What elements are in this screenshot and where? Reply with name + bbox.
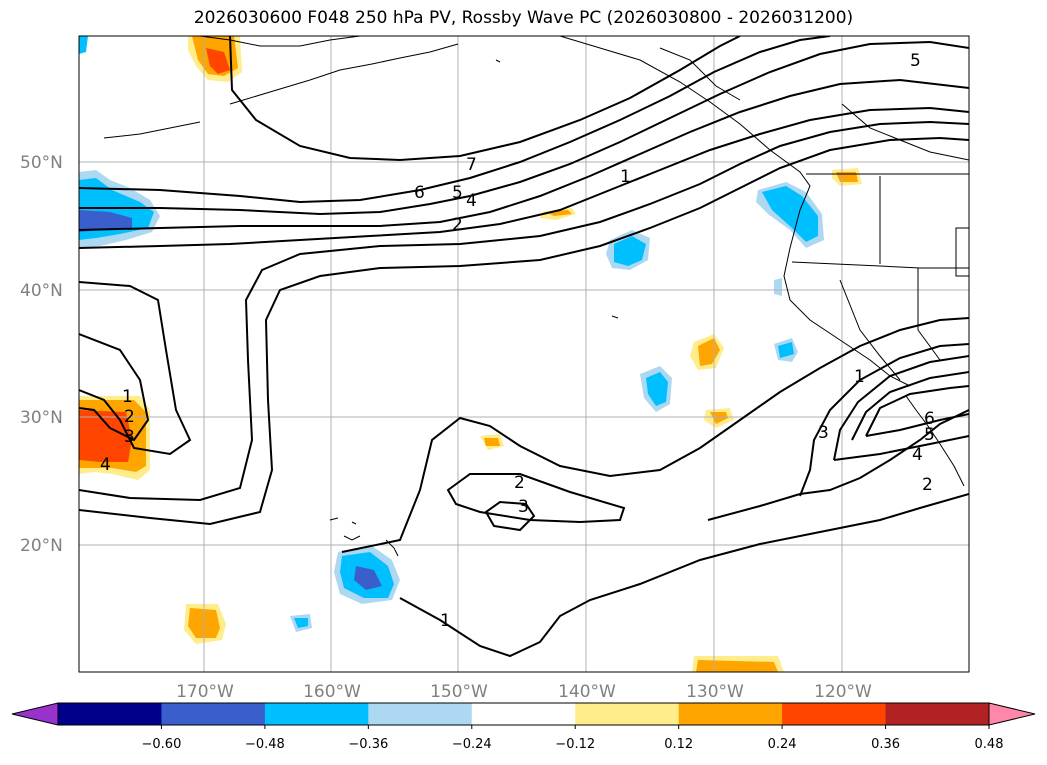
colorbar-tick-label: 0.48 [975, 737, 1004, 752]
lon-label: 150°W [430, 682, 488, 702]
lon-label: 170°W [176, 682, 234, 702]
contour-label: 1 [854, 367, 865, 387]
lat-label: 30°N [20, 408, 63, 428]
colorbar-cell [678, 703, 783, 725]
latitude-labels: 50°N 40°N 30°N 20°N [20, 153, 63, 556]
contour-label: 3 [518, 497, 529, 517]
contour-label: 5 [910, 51, 921, 71]
contour-label: 2 [514, 473, 525, 493]
colorbar-extend-max [988, 702, 1036, 726]
contour-label: 5 [924, 425, 935, 445]
contour-label: 5 [452, 183, 463, 203]
contour-label: 4 [912, 445, 923, 465]
colorbar-cell [575, 703, 680, 725]
colorbar-tick-label: −0.24 [452, 737, 492, 752]
colorbar-cell [58, 703, 162, 725]
lon-label: 120°W [814, 682, 872, 702]
lat-label: 40°N [20, 281, 63, 301]
map-layers: 7 6 5 4 2 1 5 1 2 3 4 2 3 1 1 3 6 5 4 2 [79, 36, 969, 672]
pv-contours [79, 36, 969, 658]
contour-label: 3 [124, 427, 135, 447]
colorbar-cells [58, 703, 990, 725]
lon-label: 140°W [558, 682, 616, 702]
contour-label: 1 [620, 167, 631, 187]
lon-label: 160°W [303, 682, 361, 702]
contour-label: 2 [922, 475, 933, 495]
contour-label: 4 [466, 191, 477, 211]
contour-label: 6 [924, 409, 935, 429]
contour-label: 3 [818, 423, 829, 443]
colorbar-tick-label: −0.36 [348, 737, 388, 752]
colorbar-cell [264, 703, 369, 725]
contour-labels: 7 6 5 4 2 1 5 1 2 3 4 2 3 1 1 3 6 5 4 2 [100, 51, 935, 631]
colorbar-cell [885, 703, 990, 725]
colorbar-tick-label: 0.12 [664, 737, 693, 752]
colorbar-cell [368, 703, 473, 725]
map-title: 2026030600 F048 250 hPa PV, Rossby Wave … [193, 8, 854, 28]
colorbar-cell [782, 703, 887, 725]
lat-label: 50°N [20, 153, 63, 173]
colorbar-tick-label: −0.60 [142, 737, 182, 752]
contour-label: 6 [414, 183, 425, 203]
longitude-labels: 170°W 160°W 150°W 140°W 130°W 120°W [176, 682, 872, 702]
colorbar-tick-label: −0.48 [245, 737, 285, 752]
lon-label: 130°W [686, 682, 744, 702]
contour-label: 2 [124, 407, 135, 427]
map-plot-area [79, 36, 969, 672]
colorbar-tick-label: −0.12 [555, 737, 595, 752]
colorbar-tick-label: 0.24 [768, 737, 797, 752]
contour-label: 1 [440, 611, 451, 631]
contour-label: 4 [100, 455, 111, 475]
graticule [79, 36, 969, 672]
colorbar-cell [471, 703, 576, 725]
colorbar: −0.60 −0.48 −0.36 −0.24 −0.12 0.12 0.24 0.36 0.4… [11, 702, 1036, 752]
colorbar-cell [161, 703, 266, 725]
contour-label: 1 [122, 387, 133, 407]
lat-label: 20°N [20, 536, 63, 556]
contour-label: 7 [466, 155, 477, 175]
colorbar-extend-min [11, 702, 59, 726]
colorbar-tick-label: 0.36 [871, 737, 900, 752]
contour-label: 2 [452, 215, 463, 235]
map-frame [78, 35, 970, 673]
